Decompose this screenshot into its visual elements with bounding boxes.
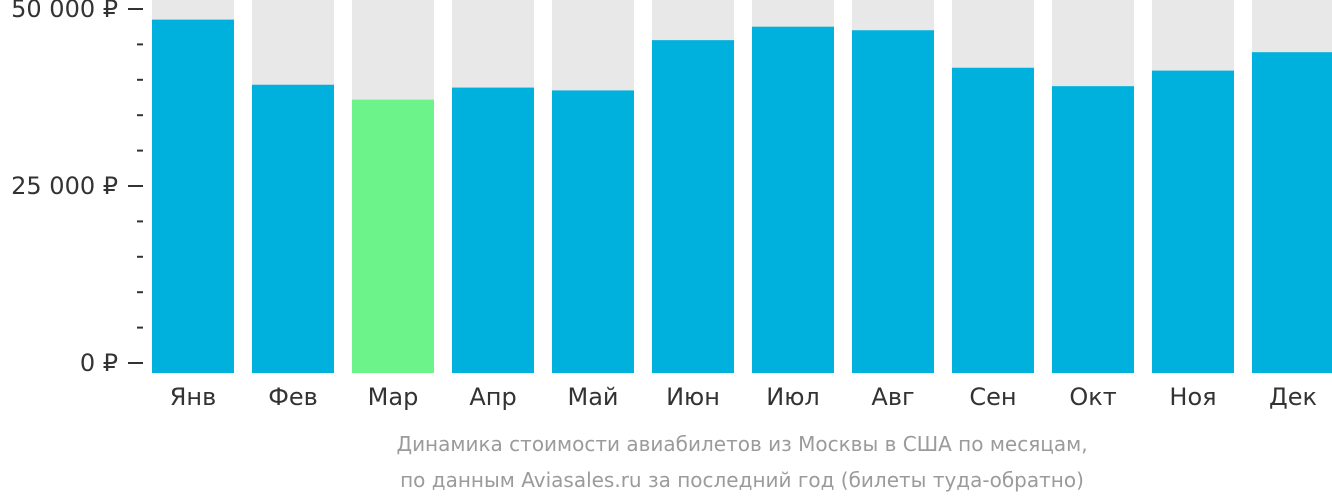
price-bar-chart: Янв Фев Мар Апр Май Июн Июл Авг Сен Окт Ноя Дек 0 ₽ 2…: [11, 0, 1332, 411]
y-tick-label: 0 ₽: [80, 349, 118, 377]
bar-Янв[interactable]: [152, 19, 234, 374]
x-tick-label: Янв: [170, 383, 217, 411]
x-tick-label: Мар: [368, 383, 419, 411]
x-tick-label: Май: [567, 383, 618, 411]
y-tick-label: 50 000 ₽: [11, 0, 118, 23]
bar-Июл[interactable]: [752, 26, 834, 373]
x-tick-label: Дек: [1269, 383, 1317, 411]
x-tick-label: Авг: [871, 383, 914, 411]
bar-Апр[interactable]: [452, 87, 534, 373]
bar-Май[interactable]: [552, 90, 634, 374]
x-tick-label: Сен: [969, 383, 1016, 411]
bar-Ноя[interactable]: [1152, 70, 1234, 373]
x-tick-label: Июн: [666, 383, 720, 411]
x-tick-label: Апр: [469, 383, 516, 411]
x-tick-label: Окт: [1069, 383, 1116, 411]
bar-Фев[interactable]: [252, 84, 334, 374]
y-tick-label: 25 000 ₽: [11, 172, 118, 200]
chart-caption-line-2: по данным Aviasales.ru за последний год …: [400, 468, 1084, 492]
bar-Авг[interactable]: [852, 30, 934, 374]
x-tick-label: Июл: [766, 383, 820, 411]
bar-Дек[interactable]: [1252, 52, 1332, 374]
bar-Мар[interactable]: [352, 99, 434, 374]
chart-caption-line-1: Динамика стоимости авиабилетов из Москвы…: [396, 432, 1088, 456]
x-tick-label: Фев: [268, 383, 318, 411]
bar-Сен[interactable]: [952, 67, 1034, 373]
x-tick-label: Ноя: [1169, 383, 1216, 411]
bar-Окт[interactable]: [1052, 86, 1134, 373]
bar-Июн[interactable]: [652, 40, 734, 373]
